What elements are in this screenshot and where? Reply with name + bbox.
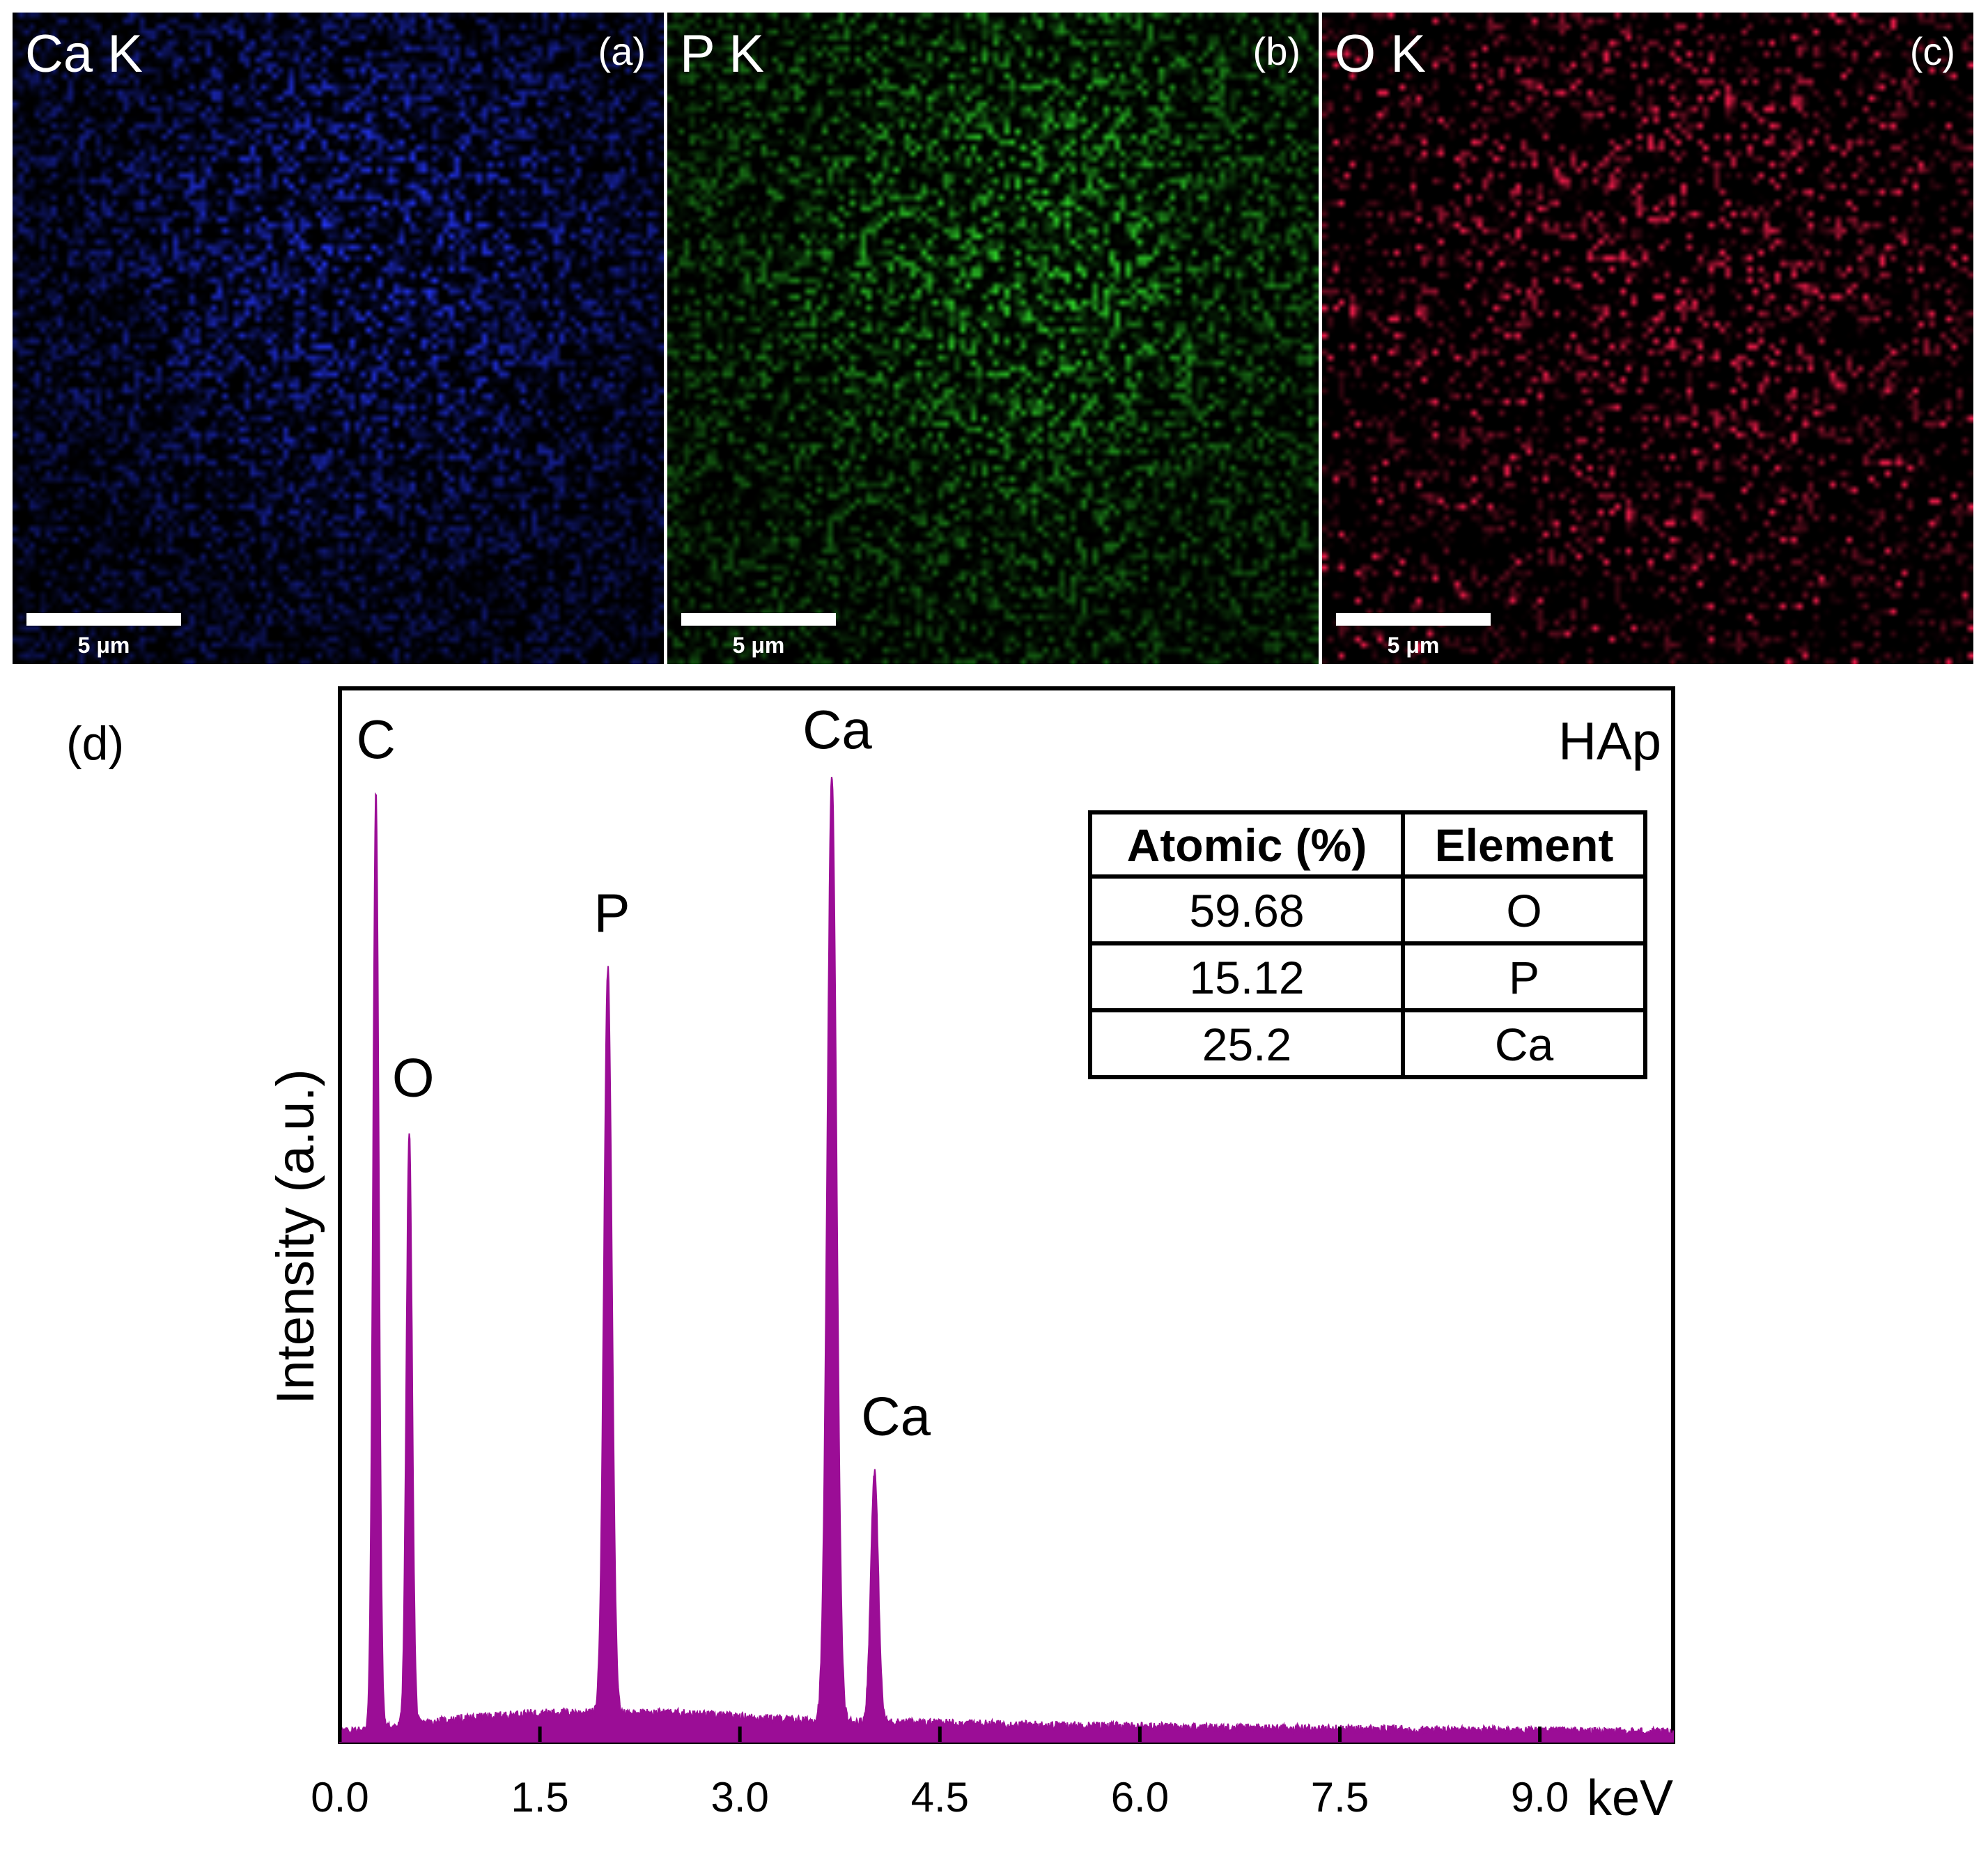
map-panel-p: P K (b) 5 μm [667,13,1319,664]
table-cell: P [1509,952,1539,1003]
peak-label: Ca [861,1385,931,1446]
panel-letter: (a) [598,29,646,73]
peak-label: O [392,1047,435,1109]
table-cell: 15.12 [1189,952,1304,1003]
panel-letter: (b) [1252,29,1300,73]
map-panel-o: O K (c) 5 μm [1322,13,1973,664]
x-tick-label: 3.0 [710,1774,768,1821]
x-tick-label: 4.5 [911,1774,969,1821]
map-image-p [667,13,1319,664]
scale-bar-label: 5 μm [1387,633,1440,658]
table-cell: Ca [1495,1019,1554,1070]
scale-bar [681,613,836,626]
scale-bar-label: 5 μm [77,633,130,658]
peak-label: Ca [802,699,872,760]
scale-bar-label: 5 μm [732,633,785,658]
spectrum-area [339,776,1674,1743]
scale-bar [1336,613,1491,626]
table-cell: 25.2 [1202,1019,1291,1070]
map-image-ca [13,13,664,664]
table-header: Atomic (%) [1127,819,1367,871]
x-axis-ticks: 0.0 1.5 3.0 4.5 6.0 7.5 9.0 [311,1727,1569,1821]
x-tick-label: 0.0 [311,1774,368,1821]
x-tick-label: 6.0 [1111,1774,1169,1821]
table-header: Element [1435,819,1614,871]
x-tick-label: 1.5 [511,1774,568,1821]
map-panel-ca: Ca K (a) 5 μm [13,13,664,664]
sample-label: HAp [1558,712,1661,771]
peak-label: C [357,709,396,770]
table-cell: 59.68 [1189,885,1304,936]
composition-table: Atomic (%) Element 59.68 O 15.12 P 25.2 … [1088,810,1647,1079]
map-element-label: O K [1335,24,1426,84]
map-element-label: Ca K [25,24,143,84]
panel-letter-d: (d) [66,717,124,770]
scale-bar [26,613,181,626]
x-tick-label: 9.0 [1511,1774,1569,1821]
x-tick-label: 7.5 [1311,1774,1369,1821]
panel-letter: (c) [1909,29,1955,73]
peak-labels: C O P Ca Ca [357,699,931,1446]
y-axis-label: Intensity (a.u.) [266,1069,325,1405]
map-image-o [1322,13,1973,664]
x-axis-label: keV [1587,1770,1673,1826]
table-cell: O [1506,885,1542,936]
peak-label: P [593,883,630,944]
map-element-label: P K [680,24,765,84]
